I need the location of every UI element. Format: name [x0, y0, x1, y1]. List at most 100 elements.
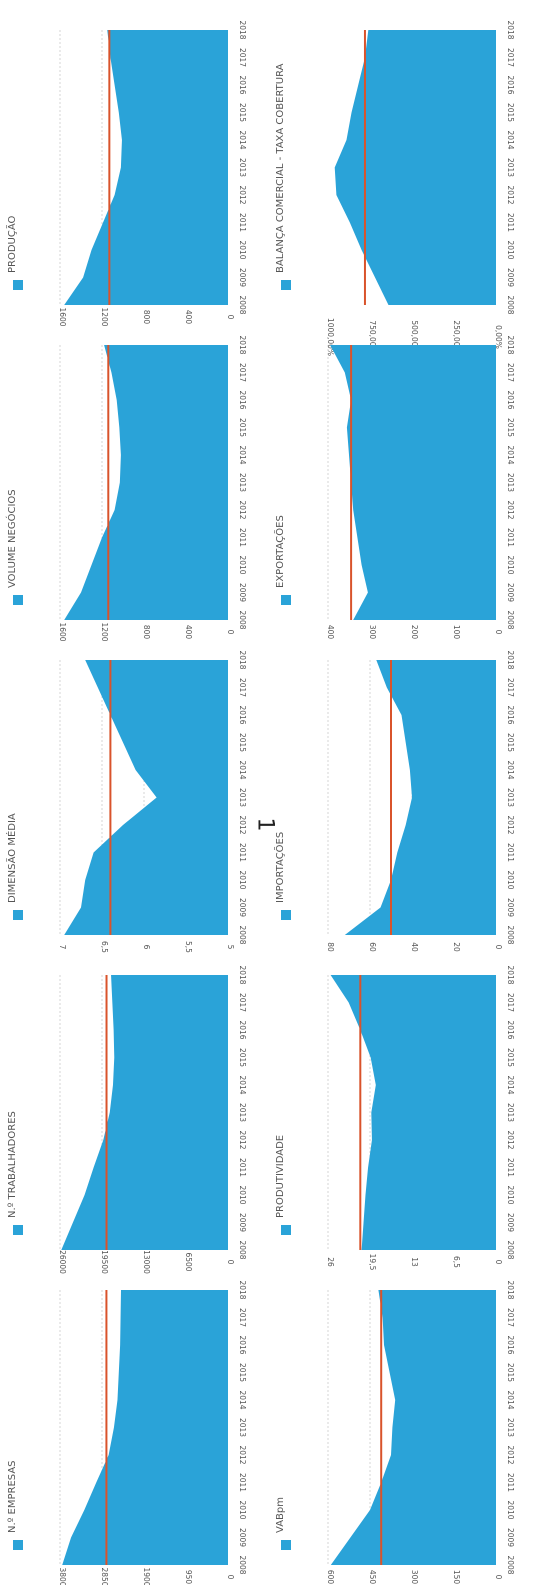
chart-9: 0 400 800 1200 1600 2008 2009 2010 2011 2012 2013 2…	[5, 20, 247, 326]
y-tick-label: 600	[326, 1570, 335, 1585]
y-tick-label: 13000	[142, 1250, 151, 1274]
x-tick-label: 2017	[506, 678, 515, 697]
x-tick-label: 2013	[506, 1103, 515, 1122]
x-tick-label: 2008	[506, 610, 515, 629]
x-tick-label: 2010	[506, 1500, 515, 1519]
y-tick-label: 1600	[58, 307, 67, 326]
x-tick-label: 2017	[238, 48, 247, 67]
y-tick-label: 0	[494, 1575, 503, 1580]
x-tick-label: 2010	[238, 870, 247, 889]
y-tick-label-right: 750,00%	[368, 320, 377, 353]
y-tick-label: 26	[326, 1257, 335, 1267]
x-tick-label: 2009	[506, 268, 515, 287]
x-tick-label: 2017	[238, 1308, 247, 1327]
x-tick-label: 2014	[506, 760, 515, 779]
x-tick-label: 2015	[506, 103, 515, 122]
y-tick-label: 400	[326, 625, 335, 640]
x-tick-label: 2010	[506, 870, 515, 889]
y-tick-label: 800	[142, 310, 151, 325]
area-series	[62, 1290, 228, 1565]
y-tick-label: 6	[142, 945, 151, 950]
x-tick-label: 2011	[238, 528, 247, 547]
x-tick-label: 2009	[506, 583, 515, 602]
x-tick-label: 2018	[238, 335, 247, 354]
x-tick-label: 2015	[238, 103, 247, 122]
y-tick-label: 0	[226, 1260, 235, 1265]
x-tick-label: 2010	[506, 1185, 515, 1204]
x-tick-label: 2015	[506, 733, 515, 752]
x-tick-label: 2013	[238, 1418, 247, 1437]
y-tick-label: 1200	[100, 307, 109, 326]
chart-8: 0 100 200 300 400 0,00% 250,00% 500,00% 750,00% 1…	[273, 318, 515, 639]
x-tick-label: 2012	[238, 500, 247, 519]
x-tick-label: 2009	[238, 898, 247, 917]
x-tick-label: 2010	[238, 240, 247, 259]
x-tick-label: 2015	[238, 1363, 247, 1382]
x-tick-label: 2012	[506, 1445, 515, 1464]
y-tick-label: 2850	[100, 1567, 109, 1585]
x-tick-label: 2014	[506, 130, 515, 149]
legend-label: PRODUTIVIDADE	[275, 1135, 286, 1218]
x-tick-label: 2014	[238, 445, 247, 464]
x-tick-label: 2016	[506, 705, 515, 724]
x-tick-label: 2018	[238, 1280, 247, 1299]
y-tick-label-right: 1000,00%	[326, 318, 335, 356]
y-tick-label: 19,5	[368, 1254, 377, 1271]
chart-2: 0 150 300 450 600 2008 2009 2010 2011 2012 2013 201…	[275, 1280, 515, 1584]
y-tick-label: 0	[226, 315, 235, 320]
x-tick-label: 2014	[506, 445, 515, 464]
x-tick-label: 2018	[506, 20, 515, 39]
y-tick-label: 1600	[58, 622, 67, 641]
chart-5: 5 5,5 6 6,5 7 2008 2009 2010 2011 2012 2013 2014 201…	[5, 650, 247, 953]
legend-swatch	[281, 280, 291, 290]
x-tick-label: 2012	[238, 1445, 247, 1464]
legend-swatch	[281, 1225, 291, 1235]
legend-swatch	[13, 280, 23, 290]
legend-label: DIMENSÃO MÉDIA	[5, 813, 18, 903]
area-series	[334, 30, 496, 305]
x-tick-label: 2011	[506, 1158, 515, 1177]
x-tick-label: 2011	[506, 213, 515, 232]
y-tick-label: 0	[226, 1575, 235, 1580]
x-tick-label: 2014	[238, 760, 247, 779]
x-tick-label: 2008	[238, 925, 247, 944]
x-tick-label: 2018	[506, 965, 515, 984]
x-tick-label: 2016	[506, 1335, 515, 1354]
area-series	[330, 975, 496, 1250]
y-tick-label: 150	[452, 1570, 461, 1585]
y-tick-label: 20	[452, 942, 461, 952]
chart-7: 0 400 800 1200 1600 2008 2009 2010 2011 2012 2013 2…	[5, 335, 247, 641]
x-tick-label: 2014	[238, 130, 247, 149]
y-tick-label: 100	[452, 625, 461, 640]
legend-swatch	[13, 910, 23, 920]
x-tick-label: 2012	[506, 500, 515, 519]
x-tick-label: 2011	[506, 843, 515, 862]
x-tick-label: 2009	[506, 898, 515, 917]
x-tick-label: 2017	[238, 678, 247, 697]
area-series	[61, 975, 228, 1250]
x-tick-label: 2008	[506, 1240, 515, 1259]
x-tick-label: 2017	[506, 363, 515, 382]
x-tick-label: 2016	[238, 390, 247, 409]
x-tick-label: 2013	[506, 1418, 515, 1437]
y-tick-label: 400	[184, 625, 193, 640]
y-tick-label: 7	[58, 945, 67, 950]
y-tick-label: 400	[184, 310, 193, 325]
x-tick-label: 2017	[506, 1308, 515, 1327]
y-tick-label: 0	[494, 630, 503, 635]
x-tick-label: 2014	[238, 1075, 247, 1094]
x-tick-label: 2018	[238, 965, 247, 984]
legend-label: PRODUÇÃO	[5, 215, 18, 273]
y-tick-label: 300	[368, 625, 377, 640]
y-tick-label: 0	[226, 630, 235, 635]
x-tick-label: 2015	[506, 1048, 515, 1067]
x-tick-label: 2012	[238, 815, 247, 834]
y-tick-label: 200	[410, 625, 419, 640]
x-tick-label: 2008	[506, 925, 515, 944]
y-tick-label: 5	[226, 945, 235, 950]
legend-swatch	[13, 595, 23, 605]
x-tick-label: 2011	[238, 213, 247, 232]
legend-swatch	[281, 1540, 291, 1550]
y-tick-label: 6,5	[452, 1256, 461, 1268]
